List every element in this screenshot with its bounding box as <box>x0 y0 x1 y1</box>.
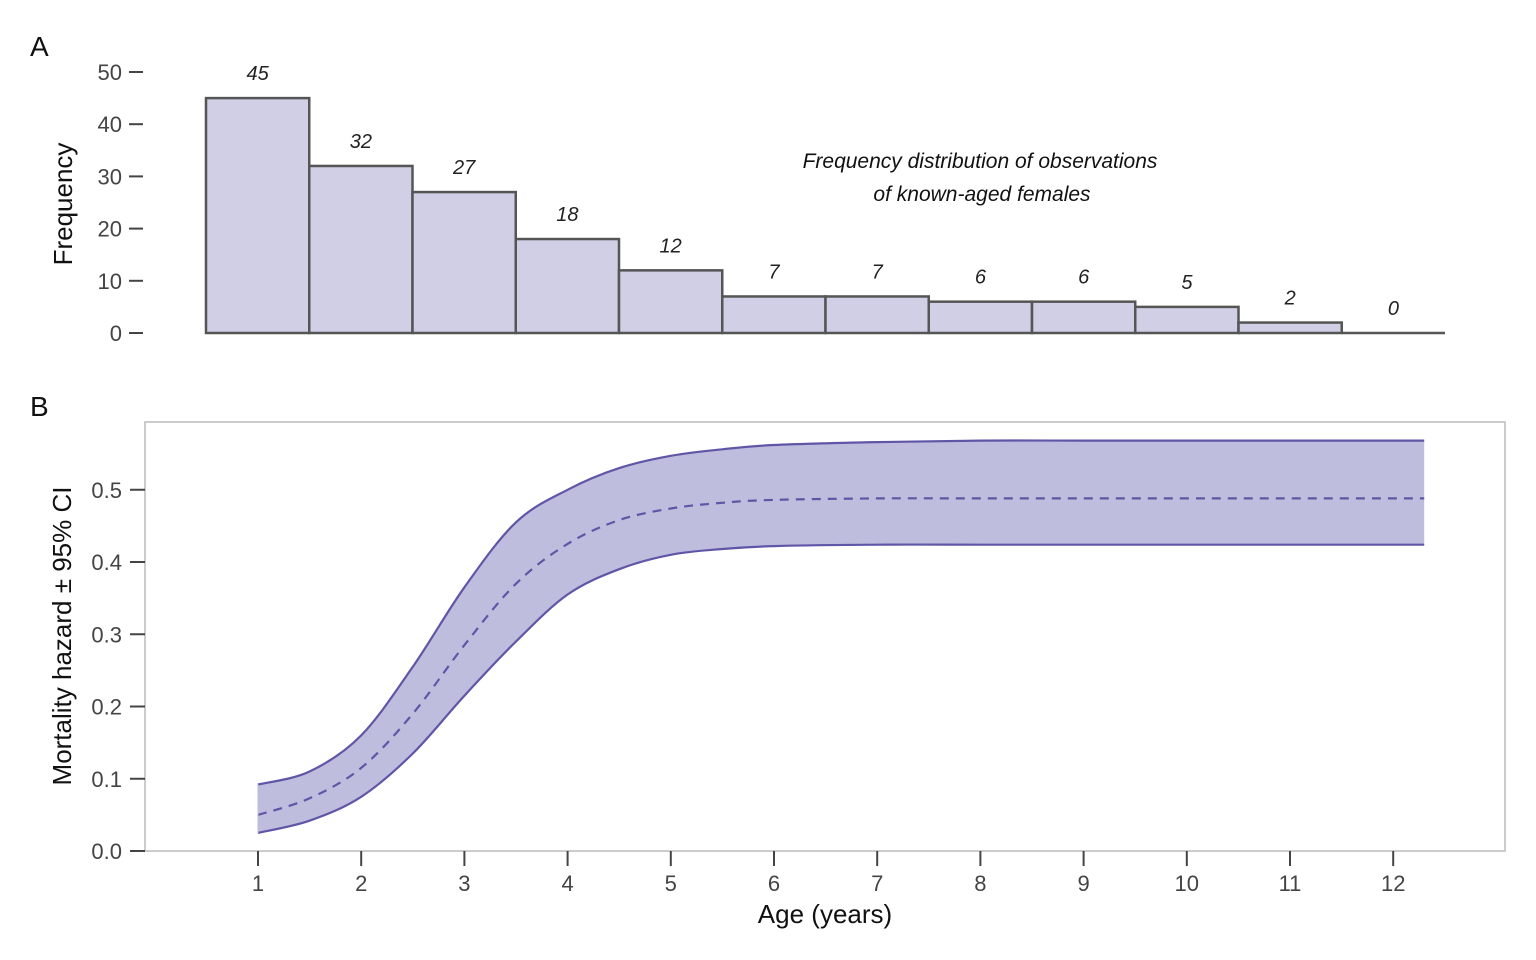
histogram-bar <box>824 295 930 335</box>
histogram-bar <box>1030 300 1137 335</box>
hazard-x-tick-label: 12 <box>1381 871 1405 896</box>
hazard-y-tick-label: 0.2 <box>91 695 122 720</box>
hazard-x-tick-label: 11 <box>1279 871 1302 896</box>
histogram-bar <box>721 295 827 335</box>
hazard-x-tick-label: 7 <box>871 871 883 896</box>
histogram-bar-label: 7 <box>872 261 884 283</box>
histogram-bar-label: 18 <box>556 204 578 226</box>
histogram-bar <box>617 269 724 335</box>
hazard-y-tick-label: 0.5 <box>91 478 122 503</box>
histogram-annotation-line-1: Frequency distribution of observations <box>803 150 1158 173</box>
hazard-x-axis-title: Age (years) <box>758 899 892 929</box>
histogram-bar-label: 0 <box>1388 298 1399 320</box>
histogram-y-tick-label: 40 <box>98 112 122 137</box>
hazard-y-axis: 0.0 0.1 0.2 0.3 0.4 0.5 <box>91 478 145 864</box>
hazard-x-tick-label: 3 <box>458 871 470 896</box>
histogram-y-tick-label: 20 <box>98 217 122 242</box>
hazard-x-tick-label: 5 <box>665 871 677 896</box>
histogram-bar <box>514 237 621 335</box>
histogram-bar <box>204 96 311 335</box>
hazard-panel: 0.00.10.20.30.40.5 1 2 3 4 5 6 7 8 9 10 11 12 Morta… <box>47 421 1506 929</box>
histogram-bar-label: 12 <box>660 235 682 257</box>
hazard-x-tick-label: 1 <box>252 871 264 896</box>
upper-ci-line <box>257 439 1425 786</box>
hazard-y-axis-title: Mortality hazard ± 95% CI <box>47 487 77 786</box>
histogram-bars <box>204 96 1445 335</box>
hazard-y-tick-label: 0.4 <box>91 550 122 575</box>
histogram-bar-label: 27 <box>452 157 476 179</box>
histogram-bar <box>411 190 517 335</box>
histogram-bar-label: 5 <box>1181 272 1193 294</box>
histogram-y-axis-title: Frequency <box>48 143 78 266</box>
histogram-bar-label: 45 <box>247 63 270 85</box>
hazard-y-tick-label: 0.3 <box>91 622 122 647</box>
histogram-bar <box>927 300 1034 335</box>
hazard-y-tick-label: 0.1 <box>91 767 122 792</box>
histogram-bar-label: 32 <box>350 131 372 153</box>
histogram-bar-label: 6 <box>1078 267 1090 289</box>
histogram-bar <box>308 164 414 335</box>
histogram-y-axis: 0 10 20 30 40 50 <box>98 60 143 346</box>
histogram-annotation-line-2: of known-aged females <box>873 183 1091 206</box>
histogram-bar-label: 6 <box>975 267 987 289</box>
histogram-y-tick-label: 30 <box>98 164 122 189</box>
hazard-y-tick-label: 0.0 <box>91 839 122 864</box>
hazard-x-tick-label: 10 <box>1175 871 1199 896</box>
histogram-bar-label: 2 <box>1284 288 1296 310</box>
panel-letter-a: A <box>30 31 49 62</box>
lower-ci-line <box>257 543 1425 834</box>
histogram-bar <box>1237 321 1343 335</box>
hazard-x-tick-label: 9 <box>1077 871 1089 896</box>
confidence-band <box>258 440 1425 833</box>
hazard-x-tick-label: 4 <box>561 871 573 896</box>
hazard-plot-frame <box>144 421 1506 852</box>
histogram-y-tick-label: 50 <box>98 60 122 85</box>
histogram-bar-labels: 45 32 27 18 12 7 7 6 6 5 2 0 <box>247 63 1399 320</box>
hazard-x-tick-label: 6 <box>768 871 780 896</box>
histogram-y-tick-label: 0 <box>110 321 122 346</box>
histogram-bar-label: 7 <box>768 261 780 283</box>
hazard-x-tick-label: 8 <box>974 871 986 896</box>
hazard-x-axis: 1 2 3 4 5 6 7 8 9 10 11 12 <box>252 851 1405 896</box>
hazard-x-tick-label: 2 <box>355 871 367 896</box>
histogram-y-tick-label: 10 <box>98 269 122 294</box>
panel-letter-b: B <box>30 391 49 422</box>
histogram-bar <box>1134 305 1240 335</box>
